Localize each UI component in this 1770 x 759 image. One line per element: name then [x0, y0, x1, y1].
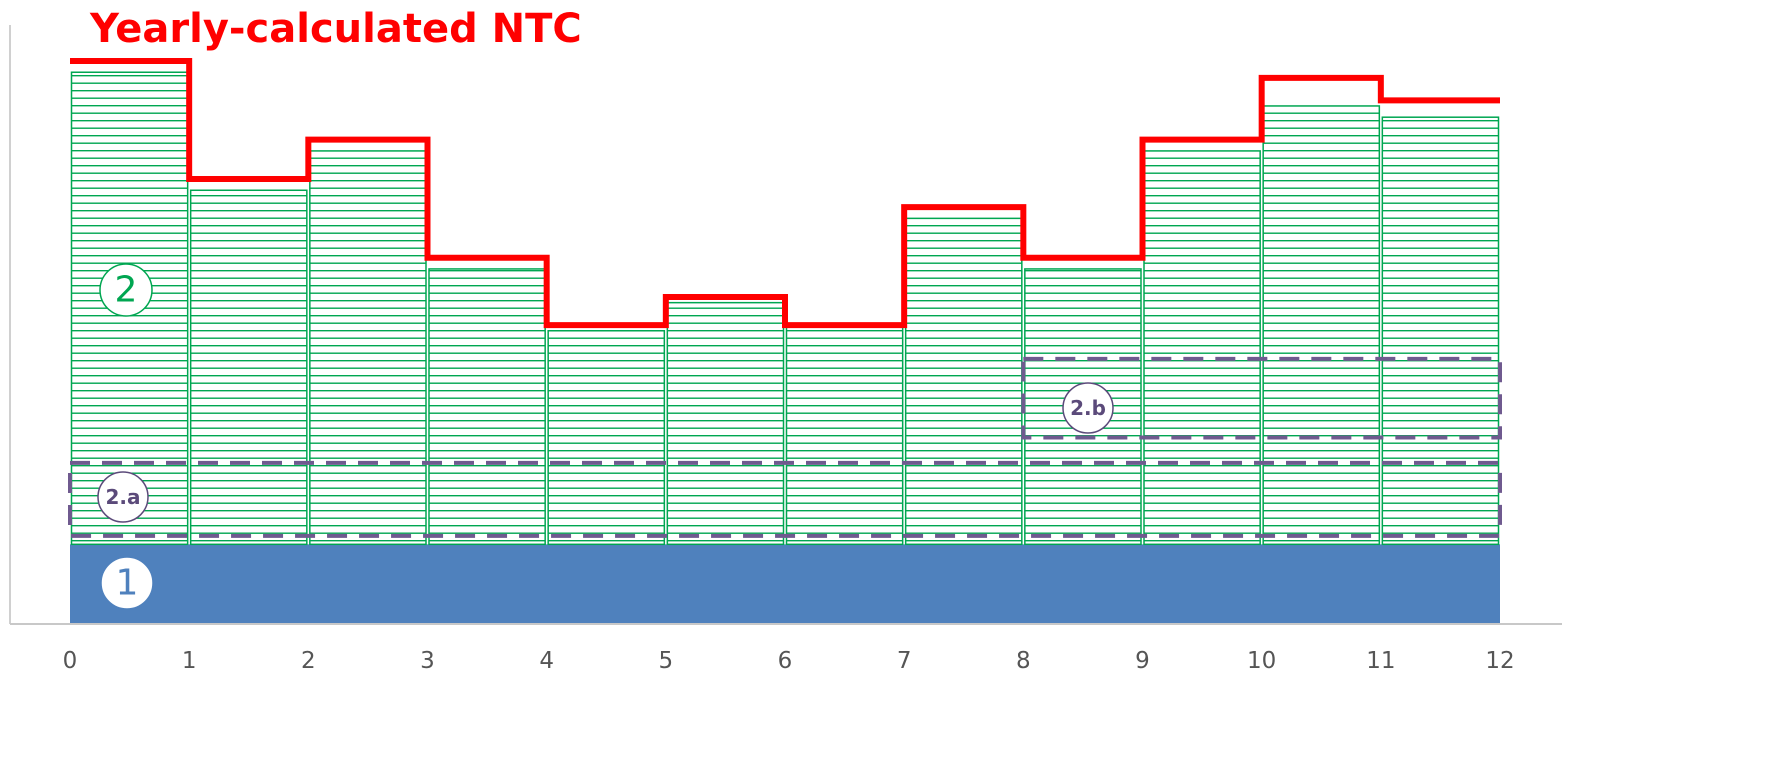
label-1-circle	[100, 556, 154, 610]
axes	[9, 25, 1562, 625]
label-1-text: 1	[116, 563, 139, 604]
x-tick-8: 8	[1016, 648, 1031, 674]
label-2a: 2.a	[97, 471, 149, 523]
ntc-line-layer	[70, 58, 1500, 329]
x-tick-labels: 0 1 2 3 4 5 6 7 8 9 10 11 12	[63, 648, 1515, 674]
label-2a-circle	[97, 471, 149, 523]
label-2: 2	[99, 263, 153, 317]
ntc-step-line	[70, 58, 1500, 329]
x-tick-5: 5	[659, 648, 674, 674]
monthly-bar-7	[904, 217, 1023, 546]
monthly-bar-11	[1381, 116, 1500, 546]
x-tick-6: 6	[778, 648, 793, 674]
label-2-circle	[99, 263, 153, 317]
base-band-layer	[70, 544, 1500, 623]
x-tick-11: 11	[1366, 648, 1395, 674]
monthly-bar-1	[189, 189, 308, 546]
band-2a-box	[68, 460, 1502, 538]
label-2b-circle	[1062, 382, 1114, 434]
x-tick-9: 9	[1135, 648, 1150, 674]
label-2b: 2.b	[1062, 382, 1114, 434]
label-2b-text: 2.b	[1070, 396, 1106, 420]
label-2-text: 2	[115, 270, 138, 311]
label-2a-text: 2.a	[105, 485, 140, 509]
x-tick-1: 1	[182, 648, 197, 674]
label-1: 1	[100, 556, 154, 610]
x-tick-7: 7	[897, 648, 912, 674]
monthly-bar-5	[666, 301, 785, 546]
monthly-bar-3	[428, 268, 546, 546]
chart-title: Yearly-calculated NTC	[90, 6, 582, 52]
x-tick-10: 10	[1247, 648, 1276, 674]
x-tick-0: 0	[63, 648, 78, 674]
dashed-bands-layer	[68, 356, 1502, 538]
x-tick-3: 3	[420, 648, 435, 674]
monthly-bar-2	[309, 150, 427, 546]
x-tick-12: 12	[1485, 648, 1514, 674]
monthly-bar-4	[547, 330, 666, 546]
band-2b-box	[1021, 356, 1502, 440]
monthly-bar-9	[1143, 150, 1261, 546]
x-tick-2: 2	[301, 648, 316, 674]
monthly-bar-6	[785, 324, 904, 546]
region-labels-layer: 1 2 2.a 2.b	[97, 263, 1114, 610]
x-tick-4: 4	[539, 648, 554, 674]
base-band	[70, 544, 1500, 623]
monthly-bar-10	[1262, 105, 1381, 546]
monthly-bars-layer	[70, 71, 1500, 546]
